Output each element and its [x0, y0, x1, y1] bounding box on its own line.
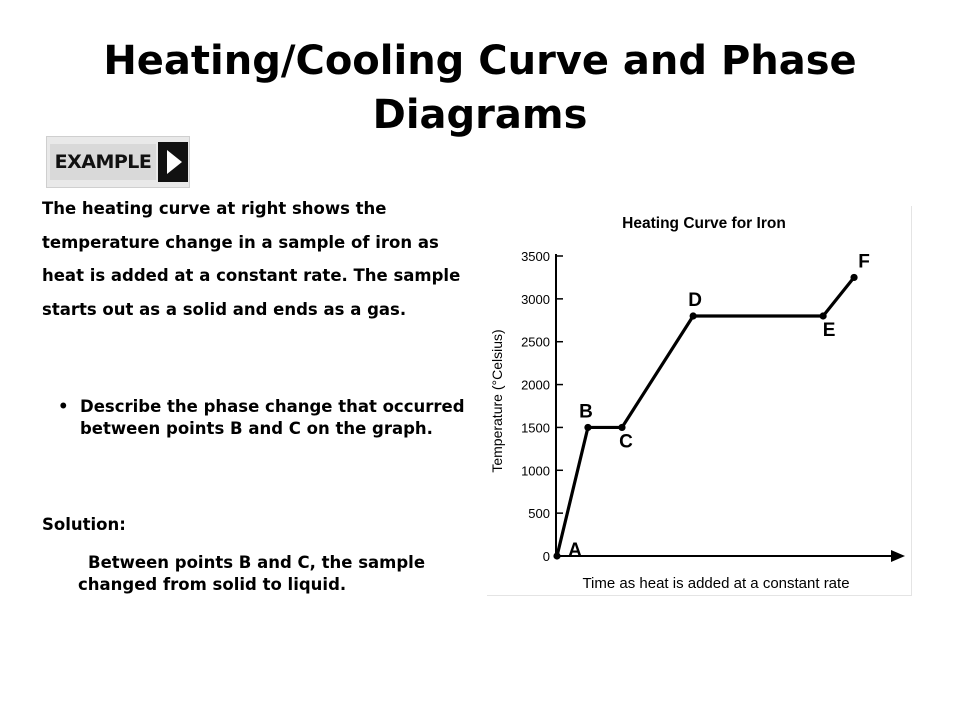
- y-tick-label: 2500: [521, 335, 550, 350]
- solution-text: Between points B and C, the sample chang…: [78, 553, 426, 594]
- y-tick-label: 1000: [521, 463, 550, 478]
- x-axis-arrow-icon: [891, 550, 905, 562]
- data-point-c: [618, 423, 626, 432]
- point-label-a: A: [568, 540, 582, 561]
- data-point-a: [553, 552, 561, 560]
- x-axis-label: Time as heat is added at a constant rate: [582, 575, 849, 592]
- data-point-e: [819, 312, 827, 320]
- y-tick-label: 2000: [521, 378, 550, 393]
- point-label-f: F: [858, 251, 870, 272]
- y-tick-label: 3500: [521, 249, 550, 264]
- y-tick-label: 1500: [521, 420, 550, 435]
- heating-curve-line: [555, 275, 856, 558]
- bullet-text: Describe the phase change that occurred …: [80, 397, 465, 438]
- y-tick-label: 500: [528, 506, 550, 521]
- heating-curve-chart: Heating Curve for Iron Temperature (°Cel…: [487, 206, 912, 596]
- point-label-d: D: [688, 290, 702, 311]
- data-point-b: [584, 423, 592, 432]
- chart-axes: [555, 254, 905, 562]
- chart-series: A B C D E F: [553, 251, 870, 561]
- point-label-c: C: [619, 431, 633, 452]
- data-point-f: [850, 273, 858, 282]
- bullet-dot-icon: •: [58, 397, 69, 416]
- example-label: EXAMPLE: [50, 144, 156, 180]
- solution-label: Solution:: [42, 515, 126, 534]
- y-ticks: 0 500 1000 1500 2000 2500 3000 3500: [521, 249, 563, 564]
- y-tick-label: 3000: [521, 292, 550, 307]
- play-triangle-icon: [158, 142, 188, 182]
- example-badge: EXAMPLE: [46, 136, 190, 188]
- slide-title: Heating/Cooling Curve and Phase Diagrams: [103, 38, 857, 138]
- bullet-item: • Describe the phase change that occurre…: [58, 396, 478, 440]
- y-tick-label: 0: [543, 549, 550, 564]
- intro-paragraph: The heating curve at right shows the tem…: [42, 199, 461, 319]
- data-point-d: [689, 312, 697, 320]
- chart-title: Heating Curve for Iron: [622, 215, 786, 232]
- point-label-b: B: [579, 401, 593, 422]
- y-axis-label: Temperature (°Celsius): [489, 329, 505, 472]
- point-label-e: E: [823, 320, 836, 341]
- chart-svg: Heating Curve for Iron Temperature (°Cel…: [489, 215, 905, 592]
